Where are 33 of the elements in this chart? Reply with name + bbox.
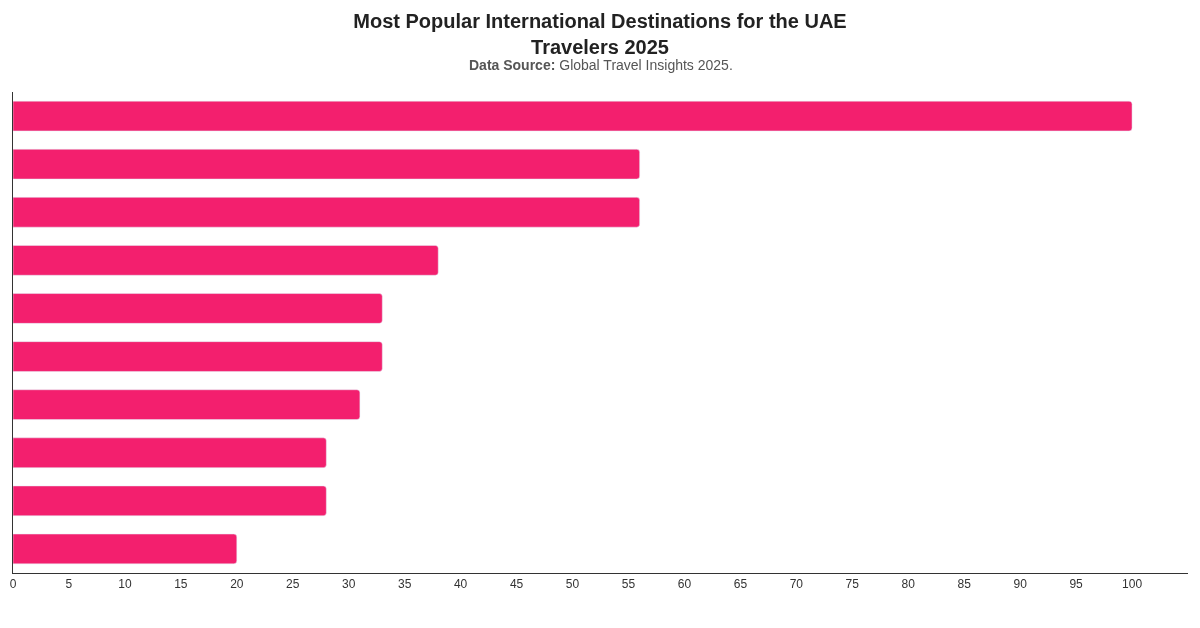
x-tick-label: 45 <box>509 577 524 592</box>
x-tick-label: 65 <box>733 577 748 592</box>
x-tick-label: 100 <box>1122 577 1143 592</box>
x-tick-label: 25 <box>286 577 300 592</box>
bar <box>13 197 640 228</box>
x-tick-label: 80 <box>901 577 916 592</box>
bar <box>13 533 238 565</box>
x-tick-label: 0 <box>9 577 17 592</box>
bar <box>13 100 1133 132</box>
x-tick-label: 70 <box>789 577 804 592</box>
chart-subtitle: Data Source: Global Travel Insights 2025. <box>469 57 733 73</box>
x-tick-label: 95 <box>1069 577 1084 592</box>
bar <box>13 245 439 276</box>
x-tick-label: 15 <box>174 577 188 592</box>
bar <box>13 485 327 517</box>
x-tick-label: 30 <box>342 577 356 592</box>
x-tick-label: 20 <box>230 577 244 592</box>
x-tick-label: 60 <box>677 577 692 592</box>
bar <box>13 148 640 180</box>
bar <box>13 293 383 324</box>
chart-title: Most Popular International Destinations for the UAE Travelers 2025 <box>353 10 847 59</box>
x-tick-label: 50 <box>565 577 580 592</box>
x-tick-label: 40 <box>453 577 468 592</box>
x-tick-label: 35 <box>397 577 412 592</box>
x-tick-label: 10 <box>118 577 132 592</box>
x-tick-label: 5 <box>65 577 73 592</box>
bar <box>13 437 327 468</box>
x-tick-label: 55 <box>621 577 636 592</box>
x-tick-label: 90 <box>1013 577 1028 592</box>
x-tick-label: 85 <box>957 577 972 592</box>
bar <box>13 341 383 372</box>
x-tick-label: 75 <box>845 577 860 592</box>
bar <box>13 389 361 420</box>
